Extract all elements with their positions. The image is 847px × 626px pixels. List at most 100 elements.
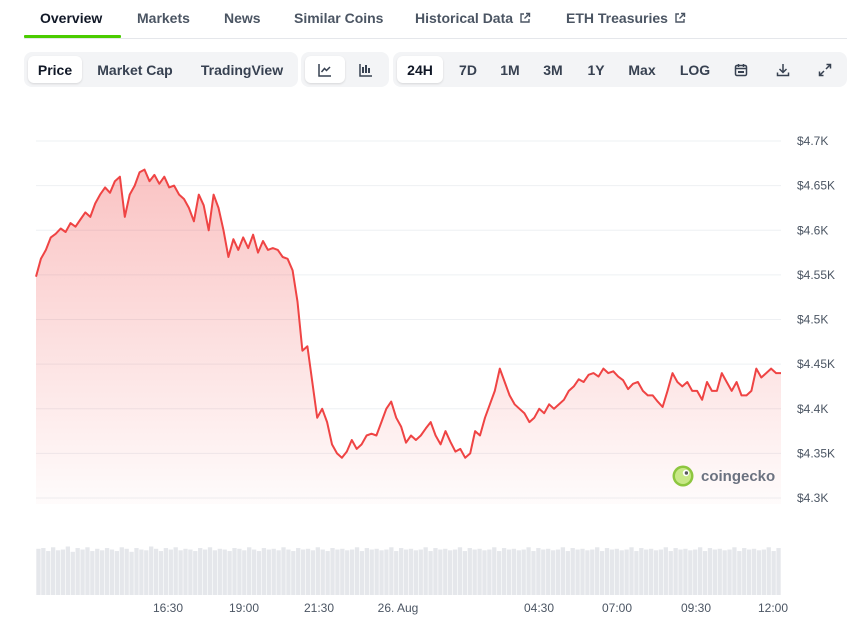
price-chart: $4.3K $4.35K $4.4K $4.45K $4.5K $4.55K $4.6K $4… bbox=[35, 134, 835, 615]
volume-bar bbox=[452, 549, 458, 595]
volume-bar bbox=[202, 549, 208, 595]
x-tick-label: 12:00 bbox=[758, 601, 788, 615]
volume-bar bbox=[761, 549, 766, 595]
x-tick-label: 26. Aug bbox=[378, 601, 419, 615]
x-tick-label: 16:30 bbox=[153, 601, 183, 615]
chart-style-toggle bbox=[301, 52, 389, 87]
external-link-icon bbox=[520, 12, 531, 23]
tab-similar-coins[interactable]: Similar Coins bbox=[294, 10, 383, 26]
volume-bar bbox=[158, 551, 164, 595]
tab-news[interactable]: News bbox=[224, 10, 261, 26]
range-max-button[interactable]: Max bbox=[628, 61, 656, 78]
volume-bar bbox=[501, 548, 507, 595]
calendar-icon bbox=[734, 63, 748, 76]
y-tick-label: $4.65K bbox=[797, 179, 835, 193]
volume-bar bbox=[678, 549, 683, 595]
volume-bar bbox=[727, 549, 732, 595]
volume-bar bbox=[139, 549, 144, 595]
volume-bar bbox=[609, 549, 615, 595]
calendar-button[interactable] bbox=[725, 56, 757, 83]
tab-label: Historical Data bbox=[415, 10, 514, 26]
volume-bar bbox=[619, 550, 624, 595]
volume-bar bbox=[281, 547, 286, 595]
fullscreen-button[interactable] bbox=[809, 56, 841, 83]
volume-bar bbox=[335, 549, 340, 595]
volume-bar bbox=[477, 548, 482, 595]
volume-bar bbox=[227, 551, 232, 595]
price-button[interactable]: Price bbox=[28, 56, 82, 83]
volume-bar bbox=[751, 548, 757, 595]
volume-bar bbox=[394, 551, 399, 595]
volume-bar bbox=[104, 548, 110, 595]
volume-bar bbox=[296, 548, 301, 595]
line-chart-button[interactable] bbox=[305, 56, 345, 83]
volume-bar bbox=[580, 548, 585, 595]
volume-bar bbox=[428, 551, 433, 595]
x-tick-label: 07:00 bbox=[602, 601, 632, 615]
volume-bar bbox=[36, 548, 41, 595]
y-tick-label: $4.4K bbox=[797, 402, 828, 416]
candlestick-chart-icon bbox=[359, 63, 372, 77]
volume-bar bbox=[198, 548, 203, 595]
volume-bar bbox=[340, 548, 345, 595]
volume-bar bbox=[541, 549, 546, 595]
range-1m-button[interactable]: 1M bbox=[500, 61, 520, 78]
volume-bar bbox=[658, 549, 664, 595]
volume-bar bbox=[746, 549, 752, 595]
volume-bar bbox=[330, 548, 335, 595]
tab-historical-data[interactable]: Historical Data bbox=[415, 10, 531, 26]
volume-bar bbox=[90, 551, 95, 595]
volume-bar bbox=[550, 550, 556, 595]
volume-bar bbox=[345, 550, 350, 595]
volume-bar bbox=[300, 549, 306, 595]
active-tab-indicator bbox=[24, 35, 121, 38]
volume-bar bbox=[560, 547, 566, 595]
volume-bar bbox=[178, 550, 183, 595]
log-scale-button[interactable]: LOG bbox=[679, 61, 711, 78]
volume-bar bbox=[766, 547, 771, 595]
volume-bar bbox=[462, 551, 468, 595]
volume-bar bbox=[364, 548, 369, 595]
range-3m-button[interactable]: 3M bbox=[543, 61, 563, 78]
chart-type-toggle: Price Market Cap TradingView bbox=[24, 52, 298, 87]
volume-bar bbox=[565, 551, 570, 595]
volume-bar bbox=[717, 548, 722, 595]
volume-bar bbox=[144, 550, 149, 595]
volume-bar bbox=[438, 549, 443, 595]
range-1y-button[interactable]: 1Y bbox=[587, 61, 605, 78]
volume-bar bbox=[585, 550, 590, 595]
external-link-icon bbox=[675, 12, 686, 23]
y-tick-label: $4.3K bbox=[797, 491, 828, 505]
volume-bar bbox=[369, 549, 374, 595]
tradingview-button[interactable]: TradingView bbox=[200, 61, 284, 78]
candlestick-chart-button[interactable] bbox=[347, 56, 385, 83]
tab-eth-treasuries[interactable]: ETH Treasuries bbox=[566, 10, 686, 26]
tab-markets[interactable]: Markets bbox=[137, 10, 190, 26]
x-tick-label: 04:30 bbox=[524, 601, 554, 615]
volume-bar bbox=[100, 550, 105, 595]
download-button[interactable] bbox=[767, 56, 799, 83]
range-24h-button[interactable]: 24H bbox=[397, 56, 443, 83]
x-tick-label: 19:00 bbox=[229, 601, 259, 615]
tab-overview[interactable]: Overview bbox=[40, 10, 102, 26]
volume-bar bbox=[271, 548, 276, 595]
volume-bar bbox=[320, 549, 325, 595]
volume-bar bbox=[305, 548, 311, 595]
volume-bar bbox=[251, 549, 257, 595]
market-cap-button[interactable]: Market Cap bbox=[97, 61, 173, 78]
volume-bar bbox=[776, 548, 781, 595]
volume-bar bbox=[722, 550, 727, 595]
tab-label: ETH Treasuries bbox=[566, 10, 668, 26]
volume-bar bbox=[697, 547, 703, 595]
volume-bar bbox=[604, 548, 610, 595]
volume-bar bbox=[472, 549, 477, 595]
volume-bar bbox=[129, 551, 134, 595]
volume-bar bbox=[423, 547, 428, 595]
volume-bar bbox=[286, 549, 291, 595]
volume-bar bbox=[737, 551, 742, 595]
volume-bar bbox=[624, 549, 629, 595]
volume-bar bbox=[521, 549, 526, 595]
volume-bar bbox=[673, 548, 678, 595]
range-7d-button[interactable]: 7D bbox=[459, 61, 477, 78]
volume-bar bbox=[644, 549, 649, 595]
